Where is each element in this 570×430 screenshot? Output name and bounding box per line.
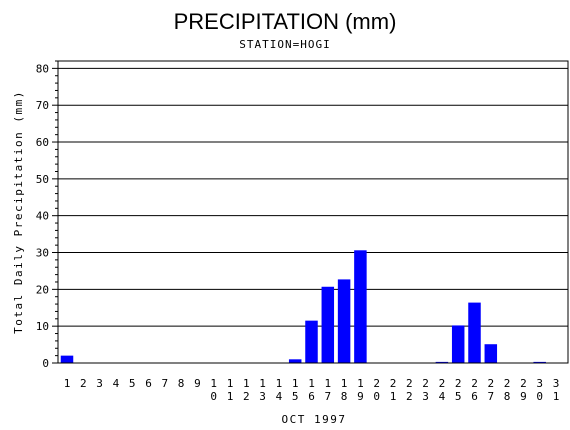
y-tick-label: 10 — [36, 320, 49, 333]
bar-day-18 — [337, 279, 351, 363]
x-tick-label: 2 — [390, 377, 397, 390]
x-tick-label: 1 — [276, 377, 283, 390]
bar-day-26 — [468, 302, 481, 363]
bar-day-25 — [451, 325, 465, 363]
x-tick-label: 1 — [259, 377, 266, 390]
x-tick-label: 1 — [324, 377, 331, 390]
x-tick-label: 1 — [390, 390, 397, 403]
y-axis-label: Total Daily Precipitation (mm) — [12, 90, 25, 334]
gridlines — [58, 67, 568, 327]
chart-title: PRECIPITATION (mm) — [174, 9, 397, 34]
x-tick-label: 4 — [276, 390, 283, 403]
x-tick-label: 2 — [243, 390, 250, 403]
x-tick-label: 8 — [341, 390, 348, 403]
x-tick-label: 2 — [455, 377, 462, 390]
bar-day-24 — [435, 361, 449, 363]
y-tick-label: 40 — [36, 210, 49, 223]
bar-day-15 — [288, 359, 302, 363]
x-tick-label: 9 — [357, 390, 364, 403]
plot-frame — [57, 60, 569, 364]
x-tick-label: 6 — [145, 377, 152, 390]
x-tick-label: 2 — [471, 377, 478, 390]
x-tick-label: 1 — [243, 377, 250, 390]
x-tick-label: 2 — [422, 377, 429, 390]
x-tick-label: 5 — [129, 377, 136, 390]
x-tick-label: 6 — [471, 390, 478, 403]
x-tick-label: 1 — [341, 377, 348, 390]
x-tick-label: 2 — [487, 377, 494, 390]
x-tick-label: 2 — [406, 390, 413, 403]
y-tick-label: 50 — [36, 173, 49, 186]
x-tick-label: 1 — [210, 377, 217, 390]
x-tick-label: 1 — [227, 390, 234, 403]
bar-day-17 — [321, 286, 335, 363]
x-tick-label: 5 — [455, 390, 462, 403]
x-tick-label: 8 — [178, 377, 185, 390]
x-tick-label: 9 — [194, 377, 201, 390]
y-tick-label: 30 — [36, 247, 49, 260]
x-tick-label: 8 — [504, 390, 511, 403]
x-tick-label: 1 — [308, 377, 315, 390]
y-tick-label: 60 — [36, 136, 49, 149]
chart-subtitle: STATION=HOGI — [239, 38, 330, 51]
y-tick-label: 0 — [42, 357, 49, 370]
y-tick-label: 20 — [36, 283, 49, 296]
x-tick-label: 3 — [96, 377, 103, 390]
x-tick-label: 1 — [227, 377, 234, 390]
x-tick-label: 5 — [292, 390, 299, 403]
bars — [60, 250, 546, 363]
x-tick-label: 7 — [487, 390, 494, 403]
x-tick-label: 7 — [161, 377, 168, 390]
x-tick-label: 0 — [210, 390, 217, 403]
x-tick-label: 1 — [553, 390, 560, 403]
bar-day-30 — [533, 361, 546, 363]
x-tick-label: 9 — [520, 390, 527, 403]
x-tick-label: 4 — [439, 390, 446, 403]
x-tick-label: 1 — [357, 377, 364, 390]
x-tick-label: 1 — [292, 377, 299, 390]
bar-day-19 — [354, 250, 367, 363]
x-tick-label: 2 — [504, 377, 511, 390]
x-tick-label: 3 — [422, 390, 429, 403]
y-tick-label: 80 — [36, 62, 49, 75]
x-tick-label: 2 — [406, 377, 413, 390]
x-tick-label: 2 — [439, 377, 446, 390]
bar-day-1 — [60, 355, 74, 363]
x-tick-label: 2 — [373, 377, 380, 390]
x-axis-ticks: 1 2 3 4 5 6 7 8 9 1011121314151617181920212223242… — [64, 377, 560, 403]
bar-day-27 — [484, 344, 498, 363]
x-axis-label: OCT 1997 — [282, 413, 347, 426]
x-tick-label: 0 — [373, 390, 380, 403]
x-tick-label: 3 — [259, 390, 266, 403]
bar-day-16 — [305, 320, 318, 363]
x-tick-label: 6 — [308, 390, 315, 403]
x-tick-label: 3 — [536, 377, 543, 390]
x-tick-label: 4 — [113, 377, 120, 390]
x-tick-label: 3 — [553, 377, 560, 390]
x-tick-label: 7 — [324, 390, 331, 403]
x-tick-label: 0 — [536, 390, 543, 403]
y-axis-ticks: 0 10 20 30 40 50 60 70 80 — [36, 60, 58, 370]
y-tick-label: 70 — [36, 99, 49, 112]
x-tick-label: 2 — [520, 377, 527, 390]
x-tick-label: 1 — [64, 377, 71, 390]
x-tick-label: 2 — [80, 377, 87, 390]
